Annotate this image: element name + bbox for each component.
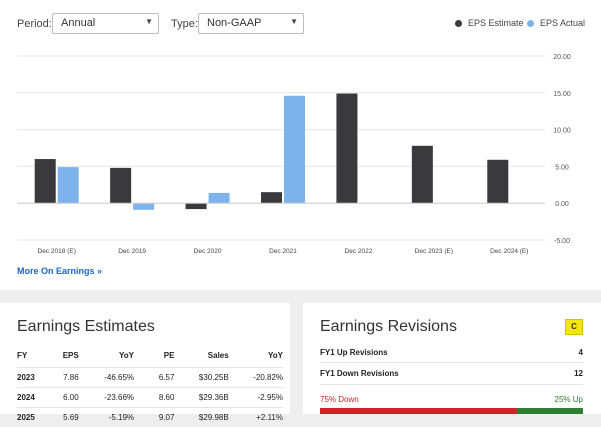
up-ratio-fill <box>517 408 583 414</box>
up-revisions-label: FY1 Up Revisions <box>320 348 388 357</box>
cell-sales-yoy: -2.95% <box>229 388 283 408</box>
x-tick-label: Dec 2020 <box>194 248 222 255</box>
x-tick-label: Dec 2021 <box>269 248 297 255</box>
estimate-bar <box>487 160 508 203</box>
y-tick-label: 15.00 <box>553 91 571 98</box>
revision-ratio-bar <box>320 408 583 414</box>
eps-panel: Period: Annual ▼ Type: Non-GAAP ▼ EPS Es… <box>0 0 601 290</box>
cell-sales-yoy: -20.82% <box>229 368 283 388</box>
actual-bar <box>284 96 305 203</box>
y-tick-label: 20.00 <box>553 54 571 61</box>
y-tick-label: -5.00 <box>554 238 570 245</box>
table-row[interactable]: 2023 7.86 -46.65% 6.57 $30.25B -20.82% <box>17 368 283 388</box>
estimate-bar <box>412 146 433 203</box>
actual-bar <box>133 203 154 210</box>
x-tick-label: Dec 2019 <box>118 248 146 255</box>
estimate-bar <box>336 94 357 204</box>
up-percent-label: 25% Up <box>555 395 583 404</box>
cell-pe: 6.57 <box>134 368 174 388</box>
cell-sales: $29.98B <box>174 408 228 427</box>
cell-fy: 2025 <box>17 408 51 427</box>
table-row[interactable]: 2024 6.00 -23.66% 8.60 $29.36B -2.95% <box>17 388 283 408</box>
cell-eps: 7.86 <box>51 368 79 388</box>
x-tick-label: Dec 2024 (E) <box>490 248 528 255</box>
down-revisions-value: 12 <box>574 369 583 378</box>
period-label: Period: <box>17 18 52 30</box>
divider <box>320 362 583 363</box>
col-pe: PE <box>134 351 174 368</box>
cell-sales-yoy: +2.11% <box>229 408 283 427</box>
down-revisions-row: FY1 Down Revisions 12 <box>320 369 583 378</box>
revision-ratio-labels: 75% Down 25% Up <box>320 395 583 404</box>
legend-estimate-label: EPS Estimate <box>468 18 524 28</box>
eps-chart: 20.00 15.00 10.00 5.00 0.00 -5.00 Dec 2018 (E)… <box>0 40 601 262</box>
type-label: Type: <box>171 18 198 30</box>
y-tick-label: 10.00 <box>553 128 571 135</box>
actual-swatch <box>527 20 534 27</box>
earnings-estimates-title: Earnings Estimates <box>17 318 155 336</box>
period-value: Annual <box>61 17 95 29</box>
type-value: Non-GAAP <box>207 17 261 29</box>
cell-sales: $29.36B <box>174 388 228 408</box>
col-eps-yoy: YoY <box>79 351 134 368</box>
col-sales: Sales <box>174 351 228 368</box>
up-revisions-row: FY1 Up Revisions 4 <box>320 348 583 357</box>
revisions-grade-badge: C <box>565 319 583 335</box>
x-tick-label: Dec 2022 <box>345 248 373 255</box>
col-fy: FY <box>17 351 51 368</box>
cell-fy: 2024 <box>17 388 51 408</box>
up-revisions-value: 4 <box>579 348 583 357</box>
cell-eps-yoy: -5.19% <box>79 408 134 427</box>
cell-eps: 6.00 <box>51 388 79 408</box>
estimate-bar <box>110 168 131 203</box>
legend-estimate[interactable]: EPS Estimate <box>455 18 524 28</box>
period-select[interactable]: Annual ▼ <box>52 13 159 34</box>
divider <box>320 384 583 385</box>
x-tick-label: Dec 2023 (E) <box>415 248 453 255</box>
down-percent-label: 75% Down <box>320 395 359 404</box>
legend-actual-label: EPS Actual <box>540 18 585 28</box>
col-eps: EPS <box>51 351 79 368</box>
cell-pe: 9.07 <box>134 408 174 427</box>
cell-sales: $30.25B <box>174 368 228 388</box>
earnings-revisions-title: Earnings Revisions <box>320 318 457 336</box>
cell-fy: 2023 <box>17 368 51 388</box>
down-ratio-fill <box>320 408 517 414</box>
more-on-earnings-link[interactable]: More On Earnings » <box>17 266 102 276</box>
actual-bar <box>209 193 230 203</box>
type-select[interactable]: Non-GAAP ▼ <box>198 13 304 34</box>
table-row[interactable]: 2025 5.69 -5.19% 9.07 $29.98B +2.11% <box>17 408 283 427</box>
estimates-table: FY EPS YoY PE Sales YoY 2023 7.86 -46.65… <box>17 351 283 427</box>
cell-eps-yoy: -23.66% <box>79 388 134 408</box>
table-header-row: FY EPS YoY PE Sales YoY <box>17 351 283 368</box>
y-tick-label: 0.00 <box>555 201 569 208</box>
x-tick-label: Dec 2018 (E) <box>38 248 76 255</box>
estimate-bar <box>35 159 56 203</box>
actual-bar <box>58 167 79 203</box>
cell-eps-yoy: -46.65% <box>79 368 134 388</box>
estimate-bar <box>186 203 207 209</box>
col-sales-yoy: YoY <box>229 351 283 368</box>
estimate-bar <box>261 192 282 203</box>
y-tick-label: 5.00 <box>555 164 569 171</box>
cell-pe: 8.60 <box>134 388 174 408</box>
estimate-swatch <box>455 20 462 27</box>
earnings-estimates-card: Earnings Estimates FY EPS YoY PE Sales Y… <box>0 303 290 414</box>
cell-eps: 5.69 <box>51 408 79 427</box>
chevron-down-icon: ▼ <box>145 17 153 26</box>
down-revisions-label: FY1 Down Revisions <box>320 369 399 378</box>
legend-actual[interactable]: EPS Actual <box>527 18 585 28</box>
chevron-down-icon: ▼ <box>290 17 298 26</box>
